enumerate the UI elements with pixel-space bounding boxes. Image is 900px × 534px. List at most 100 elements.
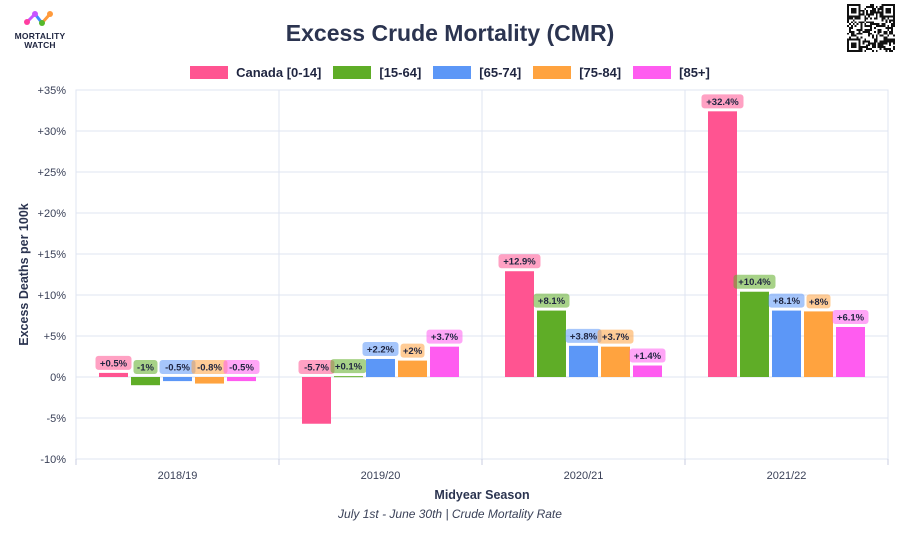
- data-label-bg: [362, 341, 399, 356]
- y-tick-label: +5%: [44, 331, 67, 343]
- y-axis-title: Excess Deaths per 100k: [17, 203, 31, 346]
- data-label: -0.5%: [229, 363, 254, 374]
- data-label: +8.1%: [538, 296, 566, 307]
- data-label: +3.7%: [431, 332, 459, 343]
- y-tick-label: +15%: [38, 249, 67, 261]
- legend-label: Canada [0-14]: [236, 65, 322, 80]
- bar: [633, 365, 662, 377]
- legend-item[interactable]: [65-74]: [433, 65, 521, 80]
- data-label-bg: [597, 329, 634, 344]
- bar: [601, 346, 630, 377]
- bar: [537, 310, 566, 377]
- legend-item[interactable]: Canada [0-14]: [190, 65, 321, 80]
- chart-legend: Canada [0-14] [15-64] [65-74] [75-84] [85+]: [0, 65, 900, 80]
- data-label: +10.4%: [738, 277, 771, 288]
- legend-swatch: [190, 66, 229, 79]
- y-tick-label: -10%: [40, 454, 66, 466]
- data-label: -0.8%: [197, 363, 222, 374]
- qr-code-icon[interactable]: [847, 4, 895, 52]
- data-label-bg: [426, 329, 463, 344]
- data-label: +32.4%: [706, 97, 739, 108]
- bar: [505, 271, 534, 377]
- data-label-bg: [223, 360, 260, 374]
- data-label-bg: [806, 294, 831, 309]
- data-label-bg: [701, 94, 744, 109]
- bar: [366, 358, 395, 377]
- x-tick-label: 2020/21: [564, 470, 604, 482]
- bar: [163, 377, 192, 382]
- x-axis-title: Midyear Season: [434, 488, 529, 502]
- logo-icon: [24, 11, 53, 26]
- bar: [569, 345, 598, 377]
- data-label-bg: [133, 360, 158, 374]
- data-label-bg: [330, 359, 367, 374]
- y-tick-label: +35%: [38, 85, 67, 97]
- chart-title: Excess Crude Mortality (CMR): [285, 20, 615, 46]
- bar: [708, 111, 737, 377]
- legend-label: [65-74]: [479, 65, 522, 80]
- bar: [398, 360, 427, 377]
- y-tick-label: -5%: [46, 413, 66, 425]
- bar: [131, 377, 160, 386]
- legend-item[interactable]: [75-84]: [533, 65, 621, 80]
- legend-swatch: [333, 66, 372, 79]
- data-label: +2%: [403, 346, 423, 357]
- legend-label: [15-64]: [379, 65, 422, 80]
- bar: [804, 311, 833, 377]
- bar: [430, 346, 459, 377]
- data-label: +2.2%: [367, 344, 395, 355]
- data-label: -0.5%: [165, 363, 190, 374]
- data-label: +3.7%: [602, 332, 630, 343]
- data-label: +8.1%: [773, 296, 801, 307]
- data-label: +3.8%: [570, 331, 598, 342]
- bar: [302, 377, 331, 424]
- data-label: +6.1%: [837, 312, 865, 323]
- legend-swatch: [433, 66, 472, 79]
- data-label-bg: [159, 360, 196, 374]
- legend-item[interactable]: [15-64]: [333, 65, 421, 80]
- data-label: +12.9%: [503, 257, 536, 268]
- x-tick-label: 2021/22: [767, 470, 807, 482]
- y-tick-label: +20%: [38, 208, 67, 220]
- data-label-bg: [191, 360, 228, 374]
- data-label-bg: [400, 343, 425, 358]
- data-label: +0.5%: [100, 358, 128, 369]
- x-tick-label: 2019/20: [361, 470, 401, 482]
- x-tick-label: 2018/19: [158, 470, 198, 482]
- data-label-bg: [533, 293, 570, 308]
- bar: [99, 372, 128, 377]
- y-tick-label: +30%: [38, 126, 67, 138]
- legend-item[interactable]: [85+]: [633, 65, 710, 80]
- bar: [195, 377, 224, 384]
- data-label-bg: [768, 293, 805, 308]
- logo-text: MORTALITY WATCH: [8, 32, 72, 50]
- data-label-bg: [733, 274, 776, 289]
- y-tick-label: +25%: [38, 167, 67, 179]
- data-label-bg: [298, 360, 335, 374]
- legend-label: [85+]: [679, 65, 710, 80]
- bar: [836, 326, 865, 377]
- legend-label: [75-84]: [579, 65, 622, 80]
- chart-subtitle: July 1st - June 30th | Crude Mortality R…: [338, 507, 562, 521]
- legend-swatch: [633, 66, 672, 79]
- data-label-bg: [565, 328, 602, 343]
- legend-swatch: [533, 66, 572, 79]
- bar: [772, 310, 801, 377]
- y-tick-label: +10%: [38, 290, 67, 302]
- data-label-bg: [629, 348, 666, 363]
- bar: [740, 291, 769, 377]
- data-label-bg: [832, 309, 869, 324]
- logo-text-line2: WATCH: [24, 40, 56, 50]
- mortality-watch-logo: MORTALITY WATCH: [8, 8, 72, 50]
- data-label: -1%: [137, 363, 154, 374]
- logo-text-line1: MORTALITY: [14, 31, 66, 41]
- data-label: +8%: [809, 297, 829, 308]
- bar: [227, 377, 256, 382]
- y-tick-label: 0%: [50, 372, 66, 384]
- data-label-bg: [498, 254, 541, 269]
- data-label: +0.1%: [335, 362, 363, 373]
- data-label-bg: [95, 355, 132, 370]
- bar: [334, 376, 363, 378]
- data-label: +1.4%: [634, 351, 662, 362]
